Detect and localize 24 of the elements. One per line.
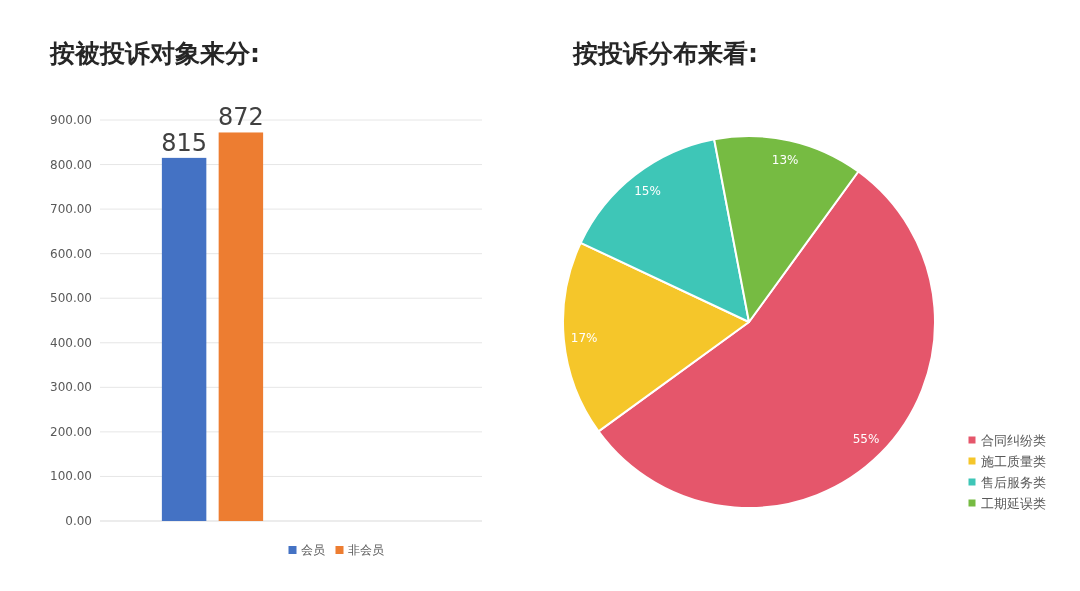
y-tick-label: 100.00 bbox=[50, 469, 92, 484]
legend-label: 售后服务类 bbox=[981, 474, 1046, 490]
data-label: 815 bbox=[161, 128, 208, 157]
y-tick-label: 500.00 bbox=[50, 291, 92, 306]
y-tick-label: 0.00 bbox=[65, 514, 92, 528]
chart-title: 按被投诉对象来分: bbox=[49, 39, 260, 68]
chart-title: 按投诉分布来看: bbox=[572, 39, 758, 68]
y-tick-label: 200.00 bbox=[50, 424, 92, 439]
y-tick-label: 800.00 bbox=[50, 157, 92, 172]
y-tick-label: 400.00 bbox=[50, 335, 92, 350]
data-label: 872 bbox=[217, 103, 264, 132]
legend-label: 施工质量类 bbox=[981, 453, 1046, 469]
data-label: 15% bbox=[634, 184, 661, 199]
y-tick-label: 700.00 bbox=[50, 202, 92, 217]
legend-label: 非会员 bbox=[347, 543, 384, 557]
data-label: 13% bbox=[771, 153, 799, 168]
y-tick-label: 600.00 bbox=[50, 246, 92, 261]
legend-label: 工期延误类 bbox=[981, 495, 1046, 511]
legend-label: 会员 bbox=[300, 543, 325, 557]
legend-label: 合同纠纷类 bbox=[981, 432, 1046, 448]
y-tick-label: 300.00 bbox=[50, 380, 92, 395]
y-tick-label: 900.00 bbox=[50, 113, 92, 127]
data-label: 17% bbox=[570, 330, 598, 345]
data-label: 55% bbox=[852, 432, 880, 447]
